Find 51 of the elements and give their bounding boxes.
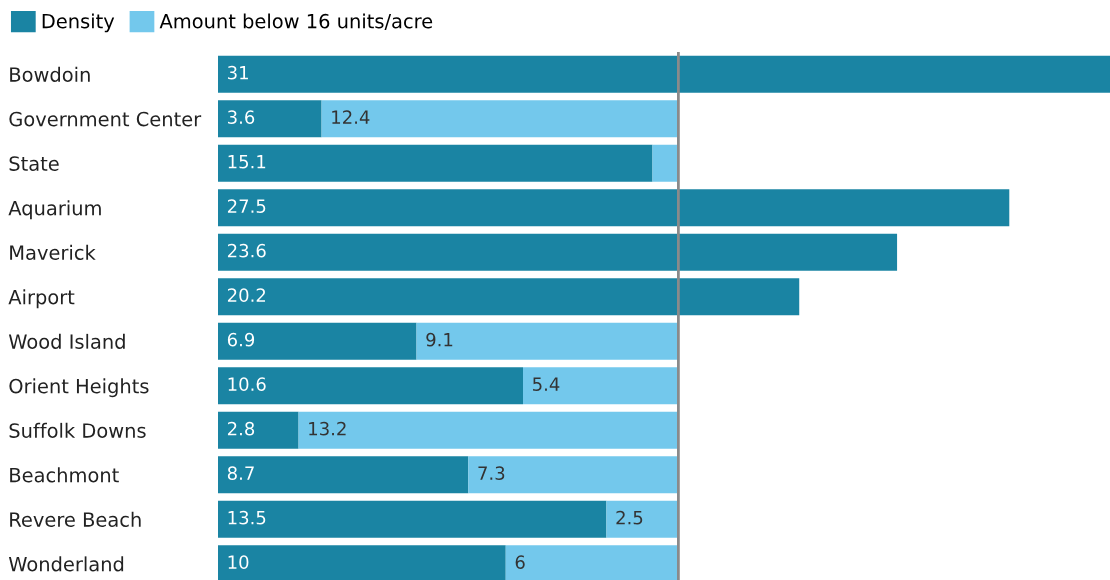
legend-label: Density: [42, 13, 115, 33]
data-label: 5.4: [533, 377, 560, 391]
data-label: 13.2: [309, 421, 346, 436]
y-tick-label: Suffolk Downs: [9, 422, 146, 438]
bar: [218, 411, 299, 449]
bar: [218, 144, 653, 182]
data-label: 15.1: [228, 155, 266, 169]
data-label: 7.3: [478, 466, 505, 480]
data-label: 20.2: [227, 288, 266, 302]
data-label: 10.6: [228, 377, 266, 391]
bar: [218, 367, 524, 405]
bar: [468, 456, 679, 494]
bar: [523, 367, 679, 405]
data-label: 23.6: [227, 243, 266, 258]
bar: [218, 322, 417, 360]
y-tick-label: State: [9, 156, 59, 171]
y-tick-label: Government Center: [9, 111, 202, 127]
data-label: 9.1: [426, 332, 453, 347]
y-tick-label: Aquarium: [8, 200, 101, 220]
bar: [218, 500, 607, 538]
bar: [321, 100, 679, 138]
y-tick-label: Wonderland: [8, 556, 124, 572]
data-label: 31: [228, 65, 248, 80]
data-label: 12.4: [332, 110, 370, 124]
y-tick-label: Beachmont: [10, 467, 119, 483]
y-tick-label: Wood Island: [8, 333, 125, 349]
bar: [218, 189, 1010, 227]
y-tick-label: Maverick: [10, 244, 96, 260]
bar: [218, 55, 1110, 93]
data-label: 3.6: [228, 110, 255, 124]
legend-label: Amount below 16 units/acre: [159, 13, 433, 30]
bar: [218, 278, 800, 316]
data-label: 2.5: [616, 510, 643, 525]
bar: [652, 144, 679, 182]
data-label: 13.5: [228, 510, 266, 525]
data-label: 6: [515, 555, 525, 569]
bar: [298, 411, 679, 449]
bar: [218, 233, 898, 271]
bar: [218, 100, 322, 138]
y-tick-label: Revere Beach: [10, 511, 141, 527]
y-tick-label: Orient Heights: [9, 378, 149, 398]
y-tick-label: Bowdoin: [10, 66, 90, 82]
bar: [606, 500, 679, 538]
bar: [218, 456, 469, 494]
data-label: 6.9: [227, 332, 255, 347]
data-label: 8.7: [227, 466, 254, 480]
data-label: 27.5: [227, 199, 266, 213]
y-tick-label: Airport: [8, 289, 75, 309]
data-label: 2.8: [227, 421, 255, 436]
bar: [416, 322, 679, 360]
data-label: 10: [228, 555, 249, 569]
